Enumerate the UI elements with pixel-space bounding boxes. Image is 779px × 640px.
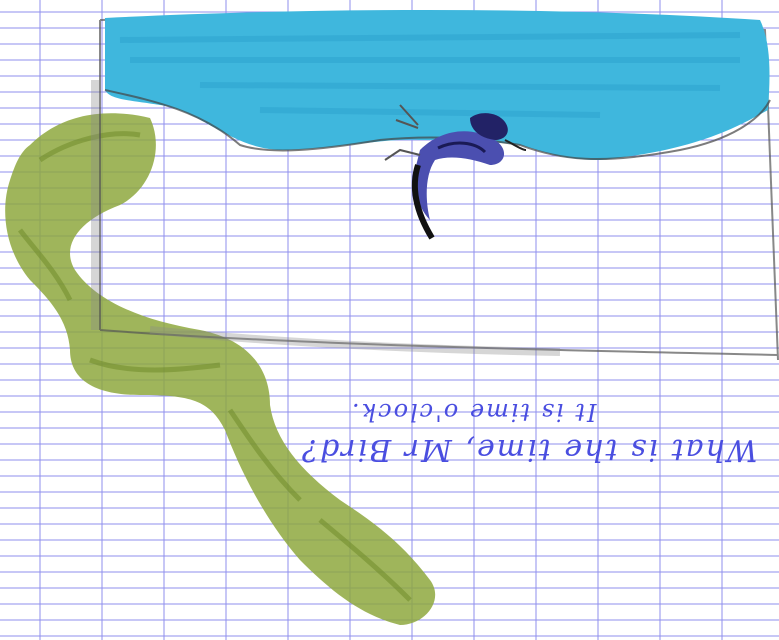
bird-wing bbox=[437, 141, 487, 154]
water-shading bbox=[119, 32, 741, 118]
handwritten-answer: It is time o'clock. bbox=[350, 398, 597, 426]
bird-tail bbox=[411, 164, 435, 240]
bird-head bbox=[470, 113, 508, 140]
handwritten-question: What is the time, Mr Bird? bbox=[300, 432, 758, 467]
bird-body bbox=[414, 131, 505, 220]
grass-path bbox=[5, 113, 436, 625]
pencil-stick bbox=[384, 104, 421, 161]
bird-figure bbox=[384, 104, 527, 240]
grass-shading bbox=[18, 131, 412, 602]
pencil-shading bbox=[91, 80, 561, 356]
water-area bbox=[105, 10, 770, 160]
bird-beak bbox=[504, 139, 527, 151]
